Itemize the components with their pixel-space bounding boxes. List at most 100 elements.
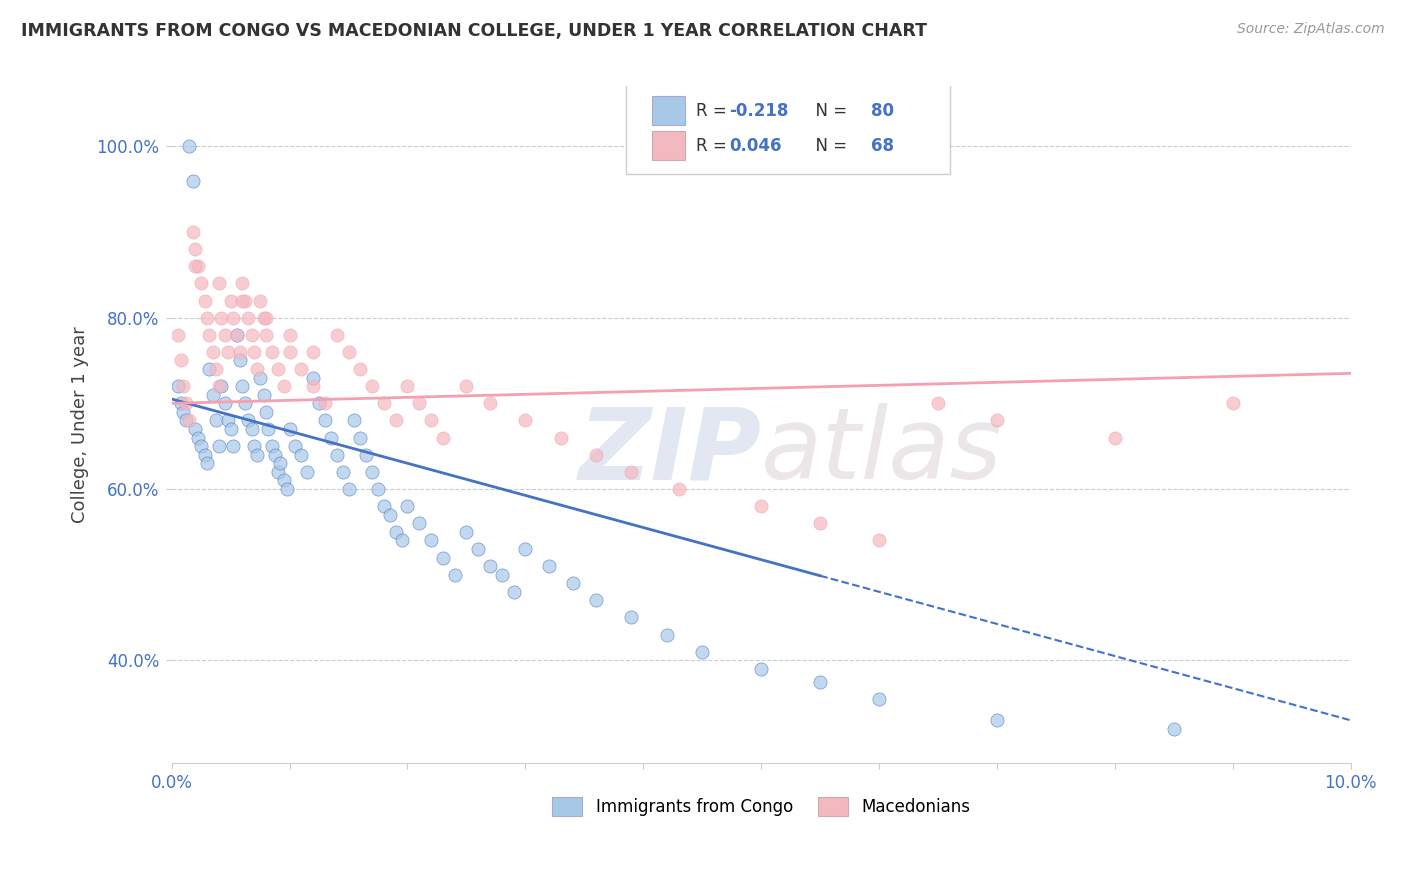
- Point: [166, 379, 188, 393]
- Point: [174, 413, 197, 427]
- Point: [1163, 722, 1185, 736]
- Point: [354, 448, 377, 462]
- Point: [238, 413, 260, 427]
- Point: [479, 396, 502, 410]
- Point: [690, 645, 713, 659]
- Point: [273, 379, 295, 393]
- Point: [620, 465, 643, 479]
- Point: [170, 353, 193, 368]
- Y-axis label: College, Under 1 year: College, Under 1 year: [72, 326, 89, 523]
- Point: [343, 413, 366, 427]
- Point: [209, 310, 232, 325]
- Point: [267, 362, 290, 376]
- Point: [231, 293, 253, 308]
- Point: [195, 310, 218, 325]
- Point: [225, 327, 247, 342]
- Point: [249, 370, 271, 384]
- Point: [254, 327, 277, 342]
- Point: [808, 674, 831, 689]
- Point: [443, 567, 465, 582]
- Point: [208, 439, 231, 453]
- Point: [269, 456, 291, 470]
- Point: [314, 396, 336, 410]
- Point: [233, 396, 256, 410]
- Point: [187, 431, 209, 445]
- Point: [219, 293, 242, 308]
- Point: [201, 345, 224, 359]
- Point: [278, 327, 301, 342]
- Point: [243, 439, 266, 453]
- Point: [245, 362, 267, 376]
- Point: [373, 396, 395, 410]
- Point: [432, 550, 454, 565]
- Point: [302, 379, 325, 393]
- Point: [550, 431, 572, 445]
- Point: [319, 431, 342, 445]
- Point: [420, 413, 443, 427]
- Point: [396, 499, 419, 513]
- Point: [174, 396, 197, 410]
- Point: [378, 508, 401, 522]
- Point: [219, 422, 242, 436]
- Point: [585, 593, 607, 607]
- Point: [561, 576, 583, 591]
- Point: [184, 242, 207, 256]
- Point: [257, 422, 280, 436]
- Point: [245, 448, 267, 462]
- Point: [201, 388, 224, 402]
- Point: [240, 327, 263, 342]
- Point: [184, 422, 207, 436]
- Point: [408, 396, 430, 410]
- Point: [254, 310, 277, 325]
- Point: [332, 465, 354, 479]
- Point: [190, 277, 212, 291]
- Point: [420, 533, 443, 548]
- Point: [198, 327, 221, 342]
- FancyBboxPatch shape: [626, 83, 950, 174]
- Point: [260, 345, 283, 359]
- Point: [238, 310, 260, 325]
- Point: [297, 465, 319, 479]
- Text: IMMIGRANTS FROM CONGO VS MACEDONIAN COLLEGE, UNDER 1 YEAR CORRELATION CHART: IMMIGRANTS FROM CONGO VS MACEDONIAN COLL…: [21, 22, 927, 40]
- Text: R =: R =: [696, 136, 733, 154]
- Point: [868, 533, 890, 548]
- Point: [181, 173, 204, 187]
- Point: [308, 396, 330, 410]
- Point: [243, 345, 266, 359]
- Point: [172, 405, 194, 419]
- Point: [264, 448, 287, 462]
- Point: [231, 379, 253, 393]
- Point: [326, 327, 349, 342]
- Point: [396, 379, 419, 393]
- Point: [367, 482, 389, 496]
- Point: [749, 499, 772, 513]
- Point: [349, 362, 371, 376]
- Legend: Immigrants from Congo, Macedonians: Immigrants from Congo, Macedonians: [546, 790, 977, 822]
- Point: [302, 370, 325, 384]
- Point: [467, 541, 489, 556]
- Point: [290, 448, 312, 462]
- Point: [278, 422, 301, 436]
- Point: [229, 345, 252, 359]
- Text: R =: R =: [696, 102, 733, 120]
- Point: [986, 413, 1008, 427]
- Text: 0.046: 0.046: [730, 136, 782, 154]
- Point: [225, 327, 247, 342]
- Point: [408, 516, 430, 531]
- Point: [253, 388, 276, 402]
- Point: [190, 439, 212, 453]
- Point: [260, 439, 283, 453]
- Point: [208, 277, 231, 291]
- Point: [537, 559, 560, 574]
- Point: [655, 627, 678, 641]
- Bar: [651, 96, 685, 125]
- Point: [195, 456, 218, 470]
- Point: [502, 584, 524, 599]
- Text: 80: 80: [870, 102, 894, 120]
- Point: [214, 396, 236, 410]
- Point: [198, 362, 221, 376]
- Point: [208, 379, 231, 393]
- Point: [491, 567, 513, 582]
- Point: [254, 405, 277, 419]
- Point: [384, 524, 406, 539]
